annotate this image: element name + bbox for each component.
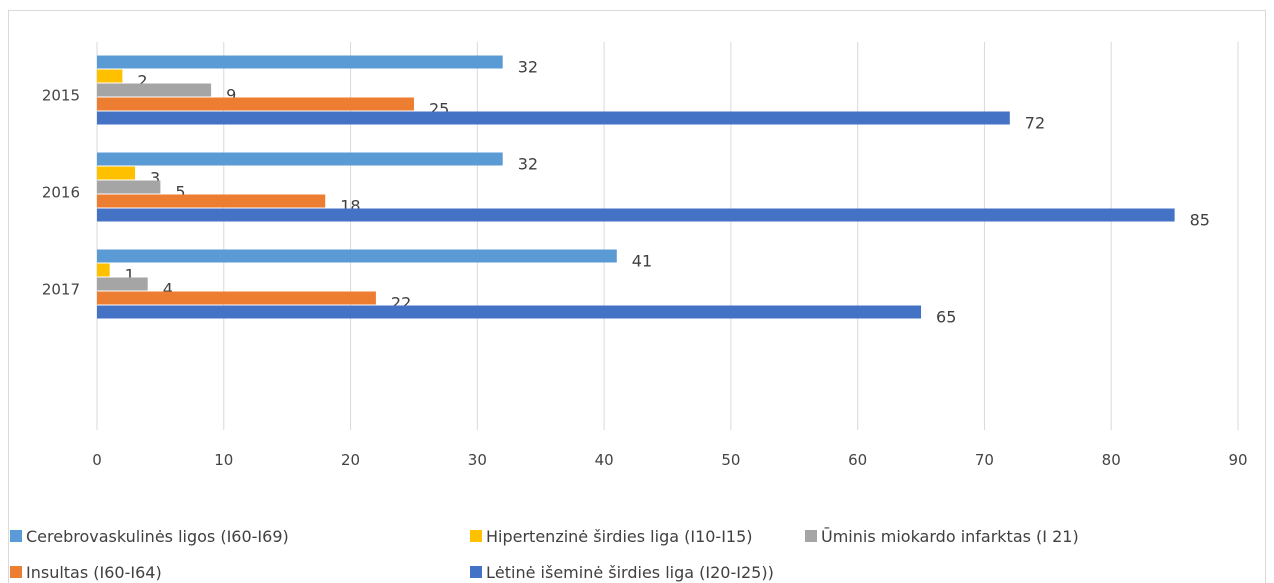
bar: [97, 249, 617, 263]
data-label: 32: [518, 58, 538, 77]
bar: [97, 194, 326, 208]
x-tick-label: 80: [1102, 451, 1121, 469]
legend-label: Cerebrovaskulinės ligos (I60-I69): [26, 527, 289, 546]
bar: [97, 97, 414, 111]
y-tick-label: 2017: [42, 281, 80, 299]
y-tick-label: 2015: [42, 87, 80, 105]
data-label: 85: [1190, 211, 1210, 230]
x-tick-label: 50: [721, 451, 740, 469]
x-tick-label: 20: [341, 451, 360, 469]
data-label: 72: [1025, 114, 1045, 133]
bar: [97, 208, 1175, 222]
bar: [97, 291, 376, 305]
bar: [97, 166, 136, 180]
data-label: 32: [518, 155, 538, 174]
data-label: 41: [632, 252, 652, 271]
bar: [97, 305, 922, 319]
legend-swatch: [10, 566, 22, 578]
bar: [97, 152, 503, 166]
data-label: 4: [163, 280, 173, 299]
data-label: 5: [175, 183, 185, 202]
x-tick-label: 60: [848, 451, 867, 469]
legend-swatch: [470, 566, 482, 578]
legend-label: Lėtinė išeminė širdies liga (I20-I25)): [486, 563, 774, 582]
data-label: 2: [137, 72, 147, 91]
bar: [97, 83, 212, 97]
legend-swatch: [10, 530, 22, 542]
bar: [97, 277, 148, 291]
data-label: 3: [150, 169, 160, 188]
x-tick-label: 30: [468, 451, 487, 469]
x-tick-label: 10: [214, 451, 233, 469]
data-label: 65: [936, 308, 956, 327]
legend-swatch: [805, 530, 817, 542]
bar: [97, 180, 161, 194]
legend-label: Hipertenzinė širdies liga (I10-I15): [486, 527, 753, 546]
bar: [97, 69, 123, 83]
x-tick-label: 40: [595, 451, 614, 469]
y-tick-label: 2016: [42, 184, 80, 202]
bar: [97, 55, 503, 69]
data-label: 9: [226, 86, 236, 105]
x-tick-label: 70: [975, 451, 994, 469]
legend-label: Ūminis miokardo infarktas (I 21): [821, 527, 1079, 546]
x-tick-label: 90: [1228, 451, 1247, 469]
legend-swatch: [470, 530, 482, 542]
legend-label: Insultas (I60-I64): [26, 563, 162, 582]
data-label: 1: [125, 266, 135, 285]
bar: [97, 263, 110, 277]
bar: [97, 111, 1010, 125]
x-tick-label: 0: [92, 451, 102, 469]
